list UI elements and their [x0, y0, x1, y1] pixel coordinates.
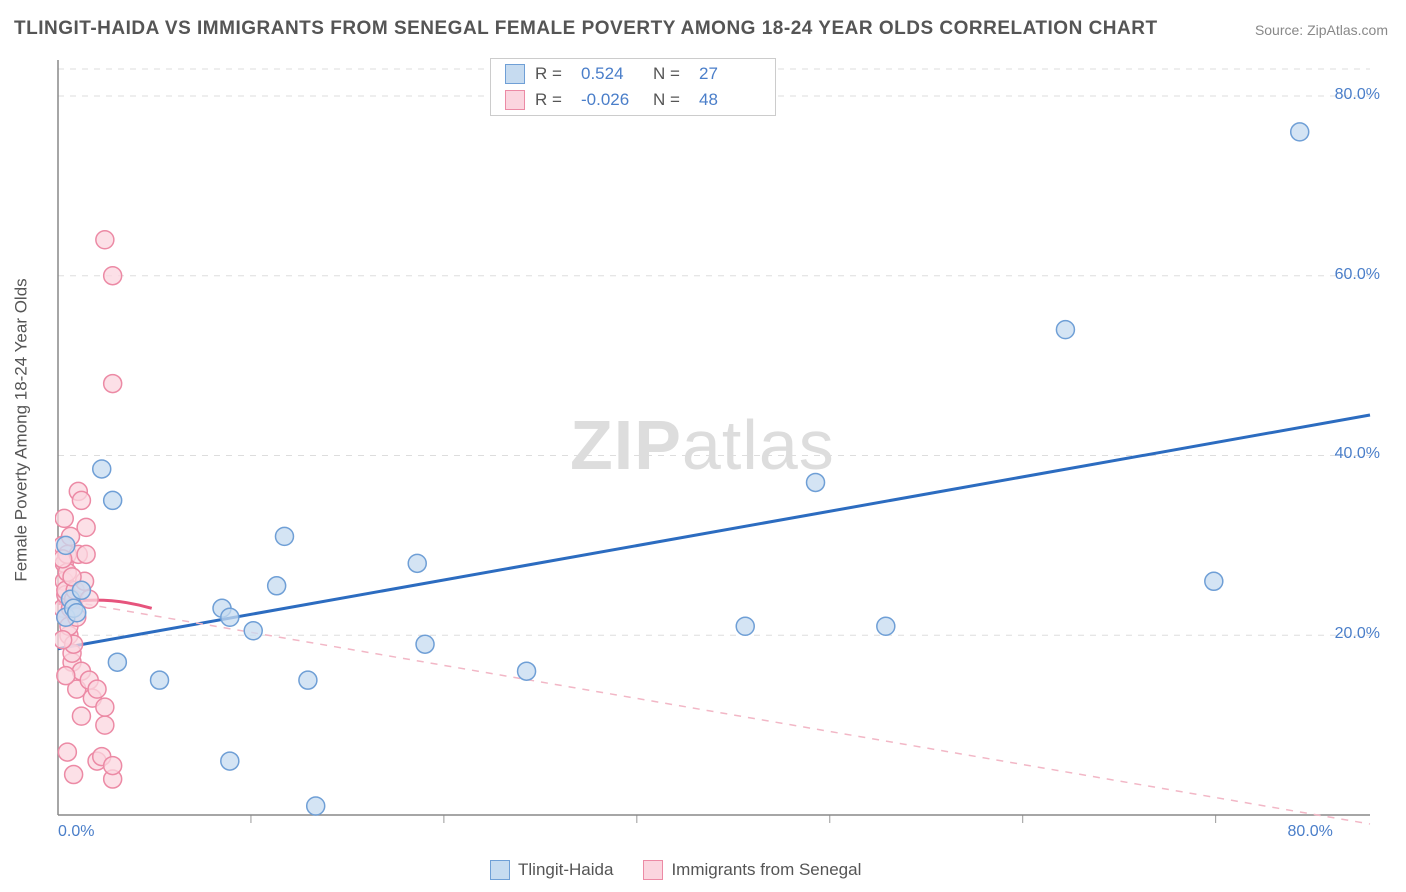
source-label: Source: ZipAtlas.com: [1255, 22, 1388, 38]
legend-r-label: R =: [535, 90, 571, 110]
x-tick-label: 0.0%: [58, 823, 94, 841]
legend-n-value: 27: [699, 64, 761, 84]
legend-stat-row: R = 0.524 N = 27: [491, 61, 775, 87]
legend-series-label: Immigrants from Senegal: [671, 860, 861, 880]
legend-n-label: N =: [653, 90, 689, 110]
legend-n-value: 48: [699, 90, 761, 110]
legend-stats: R = 0.524 N = 27 R = -0.026 N = 48: [490, 58, 776, 116]
legend-series-item: Tlingit-Haida: [490, 860, 613, 880]
legend-swatch: [490, 860, 510, 880]
scatter-chart: [55, 55, 1385, 845]
legend-series-label: Tlingit-Haida: [518, 860, 613, 880]
legend-series: Tlingit-Haida Immigrants from Senegal: [490, 860, 861, 880]
x-tick-label: 80.0%: [1288, 823, 1333, 841]
legend-stat-row: R = -0.026 N = 48: [491, 87, 775, 113]
legend-swatch: [505, 64, 525, 84]
y-tick-label: 80.0%: [1335, 86, 1380, 104]
plot-area: [55, 55, 1385, 845]
legend-series-item: Immigrants from Senegal: [643, 860, 861, 880]
legend-n-label: N =: [653, 64, 689, 84]
y-tick-label: 40.0%: [1335, 445, 1380, 463]
legend-swatch: [505, 90, 525, 110]
y-axis-label: Female Poverty Among 18-24 Year Olds: [12, 278, 32, 581]
y-tick-label: 20.0%: [1335, 625, 1380, 643]
y-tick-label: 60.0%: [1335, 266, 1380, 284]
legend-r-value: 0.524: [581, 64, 643, 84]
legend-swatch: [643, 860, 663, 880]
legend-r-label: R =: [535, 64, 571, 84]
legend-r-value: -0.026: [581, 90, 643, 110]
chart-title: TLINGIT-HAIDA VS IMMIGRANTS FROM SENEGAL…: [14, 18, 1158, 40]
